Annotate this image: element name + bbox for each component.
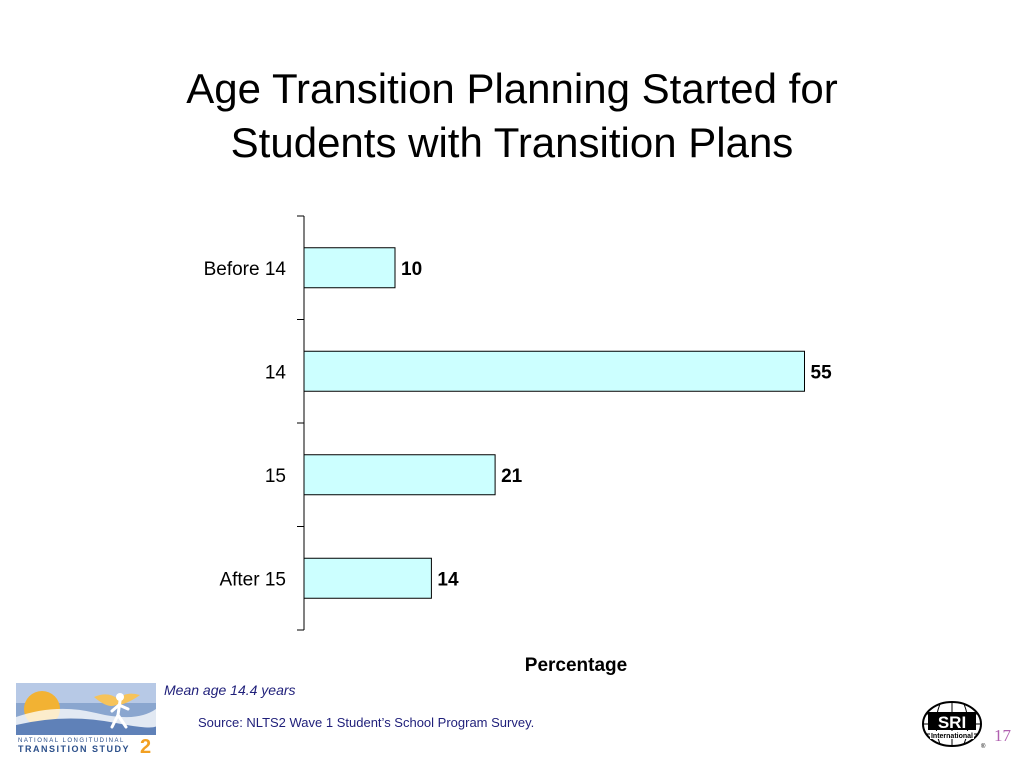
category-label: 15 bbox=[265, 466, 286, 487]
nlts2-logo: NATIONAL LONGITUDINAL TRANSITION STUDY 2 bbox=[16, 683, 156, 755]
category-label: After 15 bbox=[219, 569, 286, 590]
category-label: 14 bbox=[265, 362, 287, 383]
nlts-logo-line2: TRANSITION STUDY bbox=[18, 744, 130, 754]
registered-mark-icon: ® bbox=[981, 743, 986, 750]
category-label: Before 14 bbox=[204, 259, 287, 280]
nlts-logo-digit: 2 bbox=[140, 736, 151, 755]
source-note: Source: NLTS2 Wave 1 Student’s School Pr… bbox=[198, 715, 535, 730]
nlts-logo-line1: NATIONAL LONGITUDINAL bbox=[18, 738, 125, 744]
bar bbox=[303, 454, 496, 496]
bar bbox=[303, 350, 805, 392]
sri-logo-text: SRI bbox=[938, 713, 966, 732]
bar bbox=[303, 247, 396, 289]
mean-age-note: Mean age 14.4 years bbox=[164, 682, 296, 698]
y-axis-ticks bbox=[297, 215, 304, 631]
data-label: 14 bbox=[437, 569, 459, 590]
title-line-1: Age Transition Planning Started for bbox=[186, 65, 838, 112]
data-label: 55 bbox=[811, 362, 833, 383]
title-line-2: Students with Transition Plans bbox=[230, 119, 794, 166]
data-label: 21 bbox=[501, 466, 523, 487]
bars-group: Before 14 10 14 55 15 21 After 15 14 bbox=[204, 247, 833, 599]
data-label: 10 bbox=[401, 259, 422, 280]
bar bbox=[303, 557, 432, 599]
page-number: 17 bbox=[994, 726, 1011, 745]
page-title: Age Transition Planning Started for Stud… bbox=[0, 62, 1024, 170]
sri-international-logo: SRI International ® bbox=[922, 701, 986, 750]
x-axis-label: Percentage bbox=[525, 655, 627, 676]
sri-logo-subtext: International bbox=[931, 733, 973, 740]
